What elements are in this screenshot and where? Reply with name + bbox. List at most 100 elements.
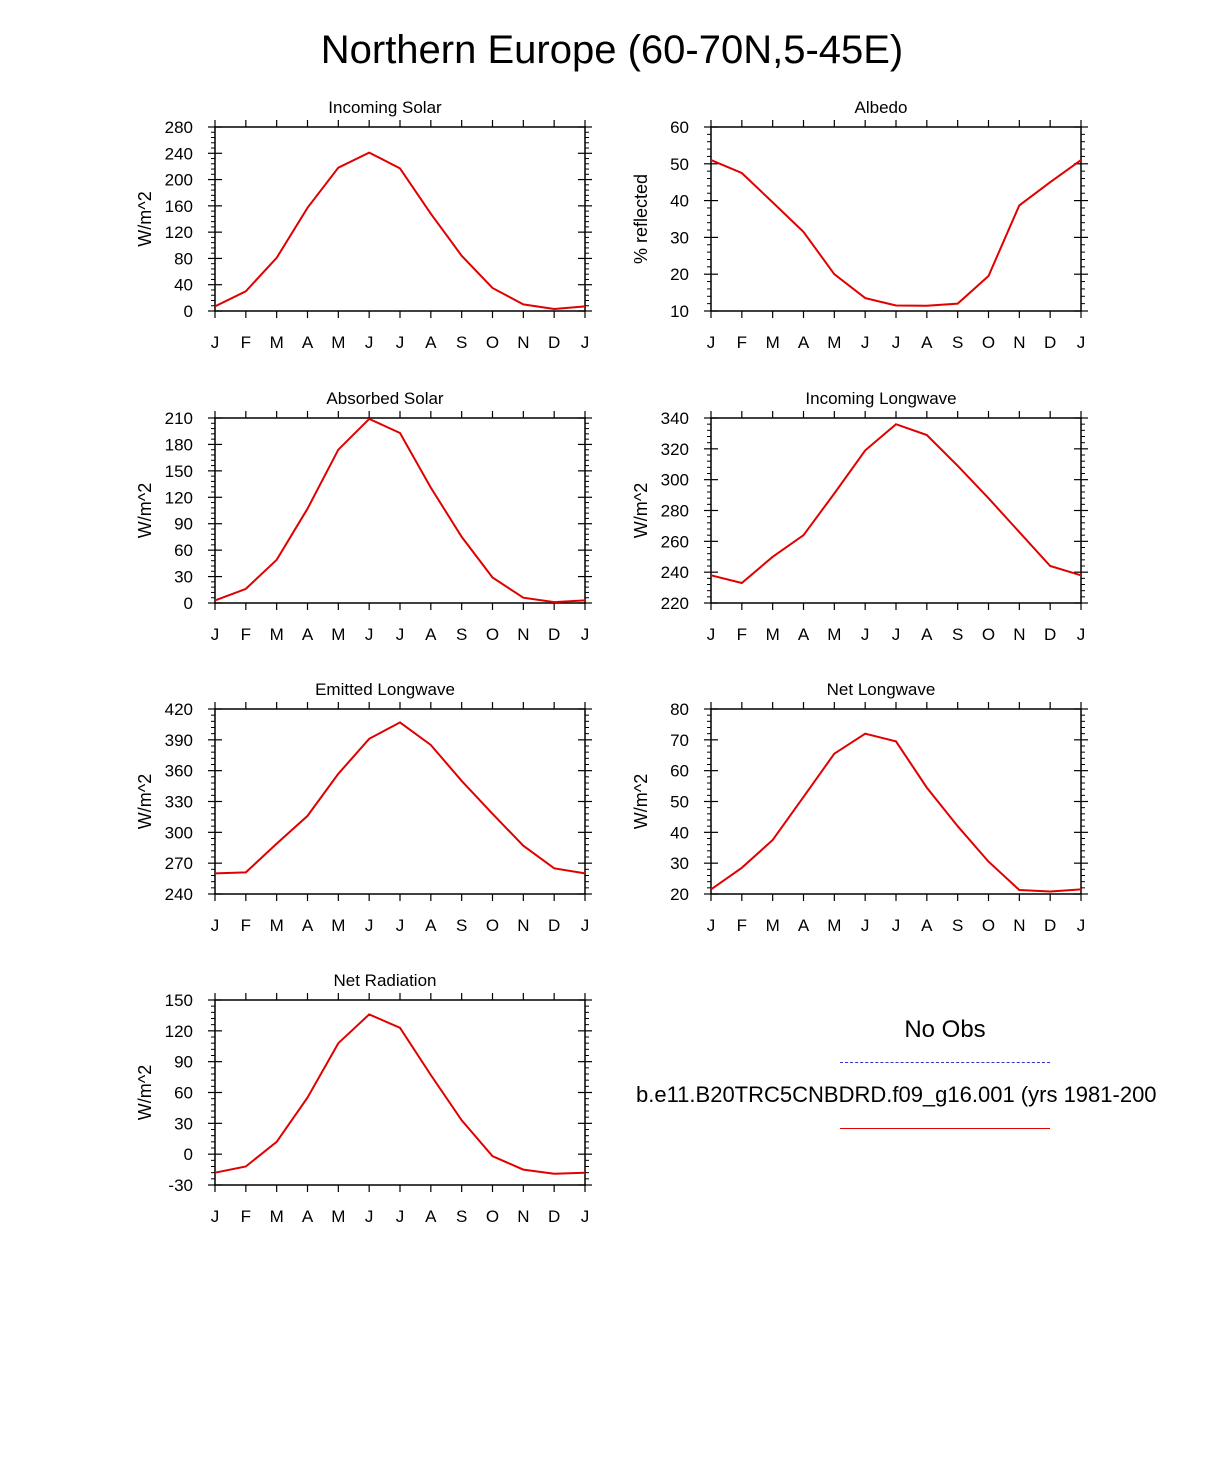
x-tick-label: J	[365, 625, 374, 644]
y-tick-label: -30	[168, 1176, 193, 1195]
x-tick-label: M	[270, 1207, 284, 1226]
x-tick-label: D	[548, 916, 560, 935]
x-tick-label: A	[921, 916, 933, 935]
y-tick-label: 340	[661, 409, 689, 428]
x-tick-label: A	[302, 625, 314, 644]
legend-case-line	[840, 1128, 1050, 1129]
x-tick-label: N	[517, 625, 529, 644]
x-tick-label: F	[241, 333, 251, 352]
legend-obs-line	[840, 1062, 1050, 1063]
series-line	[214, 721, 586, 875]
x-tick-label: D	[548, 625, 560, 644]
x-tick-label: A	[798, 625, 810, 644]
y-tick-label: 120	[165, 223, 193, 242]
x-tick-label: S	[456, 916, 467, 935]
x-tick-label: D	[1044, 916, 1056, 935]
series-line	[214, 1013, 586, 1175]
x-tick-label: M	[270, 916, 284, 935]
series-line	[710, 732, 1082, 893]
y-tick-label: 420	[165, 700, 193, 719]
x-tick-label: J	[892, 625, 901, 644]
y-tick-label: 150	[165, 991, 193, 1010]
x-tick-label: J	[707, 625, 716, 644]
x-tick-label: J	[861, 916, 870, 935]
x-tick-label: O	[486, 625, 499, 644]
y-axis-label: W/m^2	[135, 1065, 155, 1120]
x-tick-label: J	[211, 1207, 220, 1226]
x-tick-label: M	[827, 333, 841, 352]
figure-title: Northern Europe (60-70N,5-45E)	[320, 28, 904, 72]
y-tick-label: 390	[165, 731, 193, 750]
y-tick-label: 220	[661, 594, 689, 613]
x-tick-label: J	[1077, 916, 1086, 935]
x-tick-label: A	[798, 916, 810, 935]
x-tick-label: N	[517, 333, 529, 352]
x-tick-label: J	[892, 916, 901, 935]
x-tick-label: N	[1013, 333, 1025, 352]
y-tick-label: 120	[165, 488, 193, 507]
y-tick-label: 30	[174, 1114, 193, 1133]
legend-case-label: b.e11.B20TRC5CNBDRD.f09_g16.001 (yrs 198…	[636, 1082, 1157, 1107]
y-tick-label: 90	[174, 515, 193, 534]
x-tick-label: F	[241, 1207, 251, 1226]
y-tick-label: 280	[165, 118, 193, 137]
x-tick-label: A	[921, 333, 933, 352]
x-tick-label: J	[861, 625, 870, 644]
y-tick-label: 90	[174, 1053, 193, 1072]
x-tick-label: J	[211, 333, 220, 352]
panel-title: Emitted Longwave	[315, 680, 455, 699]
x-tick-label: J	[861, 333, 870, 352]
x-tick-label: A	[302, 1207, 314, 1226]
x-tick-label: A	[302, 333, 314, 352]
x-tick-label: M	[766, 333, 780, 352]
y-tick-label: 300	[661, 471, 689, 490]
x-tick-label: J	[1077, 333, 1086, 352]
y-tick-label: 50	[670, 155, 689, 174]
y-tick-label: 0	[184, 302, 193, 321]
y-tick-label: 30	[174, 568, 193, 587]
series-line	[214, 151, 586, 311]
x-tick-label: J	[396, 916, 405, 935]
panel-title: Net Radiation	[333, 971, 436, 990]
y-tick-label: 40	[670, 192, 689, 211]
x-tick-label: J	[365, 916, 374, 935]
y-tick-label: 50	[670, 793, 689, 812]
x-tick-label: A	[425, 916, 437, 935]
x-tick-label: J	[581, 916, 590, 935]
x-tick-label: A	[425, 625, 437, 644]
legend-obs-label: No Obs	[904, 1016, 986, 1043]
x-tick-label: M	[766, 916, 780, 935]
x-tick-label: M	[331, 916, 345, 935]
x-tick-label: A	[798, 333, 810, 352]
y-tick-label: 320	[661, 440, 689, 459]
x-tick-label: S	[952, 916, 963, 935]
x-tick-label: S	[952, 333, 963, 352]
y-tick-label: 70	[670, 731, 689, 750]
panel-title: Net Longwave	[827, 680, 936, 699]
x-tick-label: J	[581, 333, 590, 352]
y-tick-label: 80	[174, 249, 193, 268]
x-tick-label: F	[241, 625, 251, 644]
x-tick-label: N	[1013, 916, 1025, 935]
y-tick-label: 20	[670, 265, 689, 284]
series-line	[214, 417, 586, 604]
y-tick-label: 30	[670, 854, 689, 873]
y-tick-label: 160	[165, 197, 193, 216]
x-tick-label: J	[581, 1207, 590, 1226]
panel-title: Absorbed Solar	[326, 389, 444, 408]
x-tick-label: N	[1013, 625, 1025, 644]
x-tick-label: J	[396, 625, 405, 644]
x-tick-label: D	[548, 333, 560, 352]
panel-title: Incoming Solar	[328, 98, 442, 117]
x-tick-label: M	[331, 333, 345, 352]
y-tick-label: 60	[670, 118, 689, 137]
y-axis-label: W/m^2	[631, 483, 651, 538]
x-tick-label: O	[982, 916, 995, 935]
y-tick-label: 40	[670, 823, 689, 842]
x-tick-label: S	[952, 625, 963, 644]
